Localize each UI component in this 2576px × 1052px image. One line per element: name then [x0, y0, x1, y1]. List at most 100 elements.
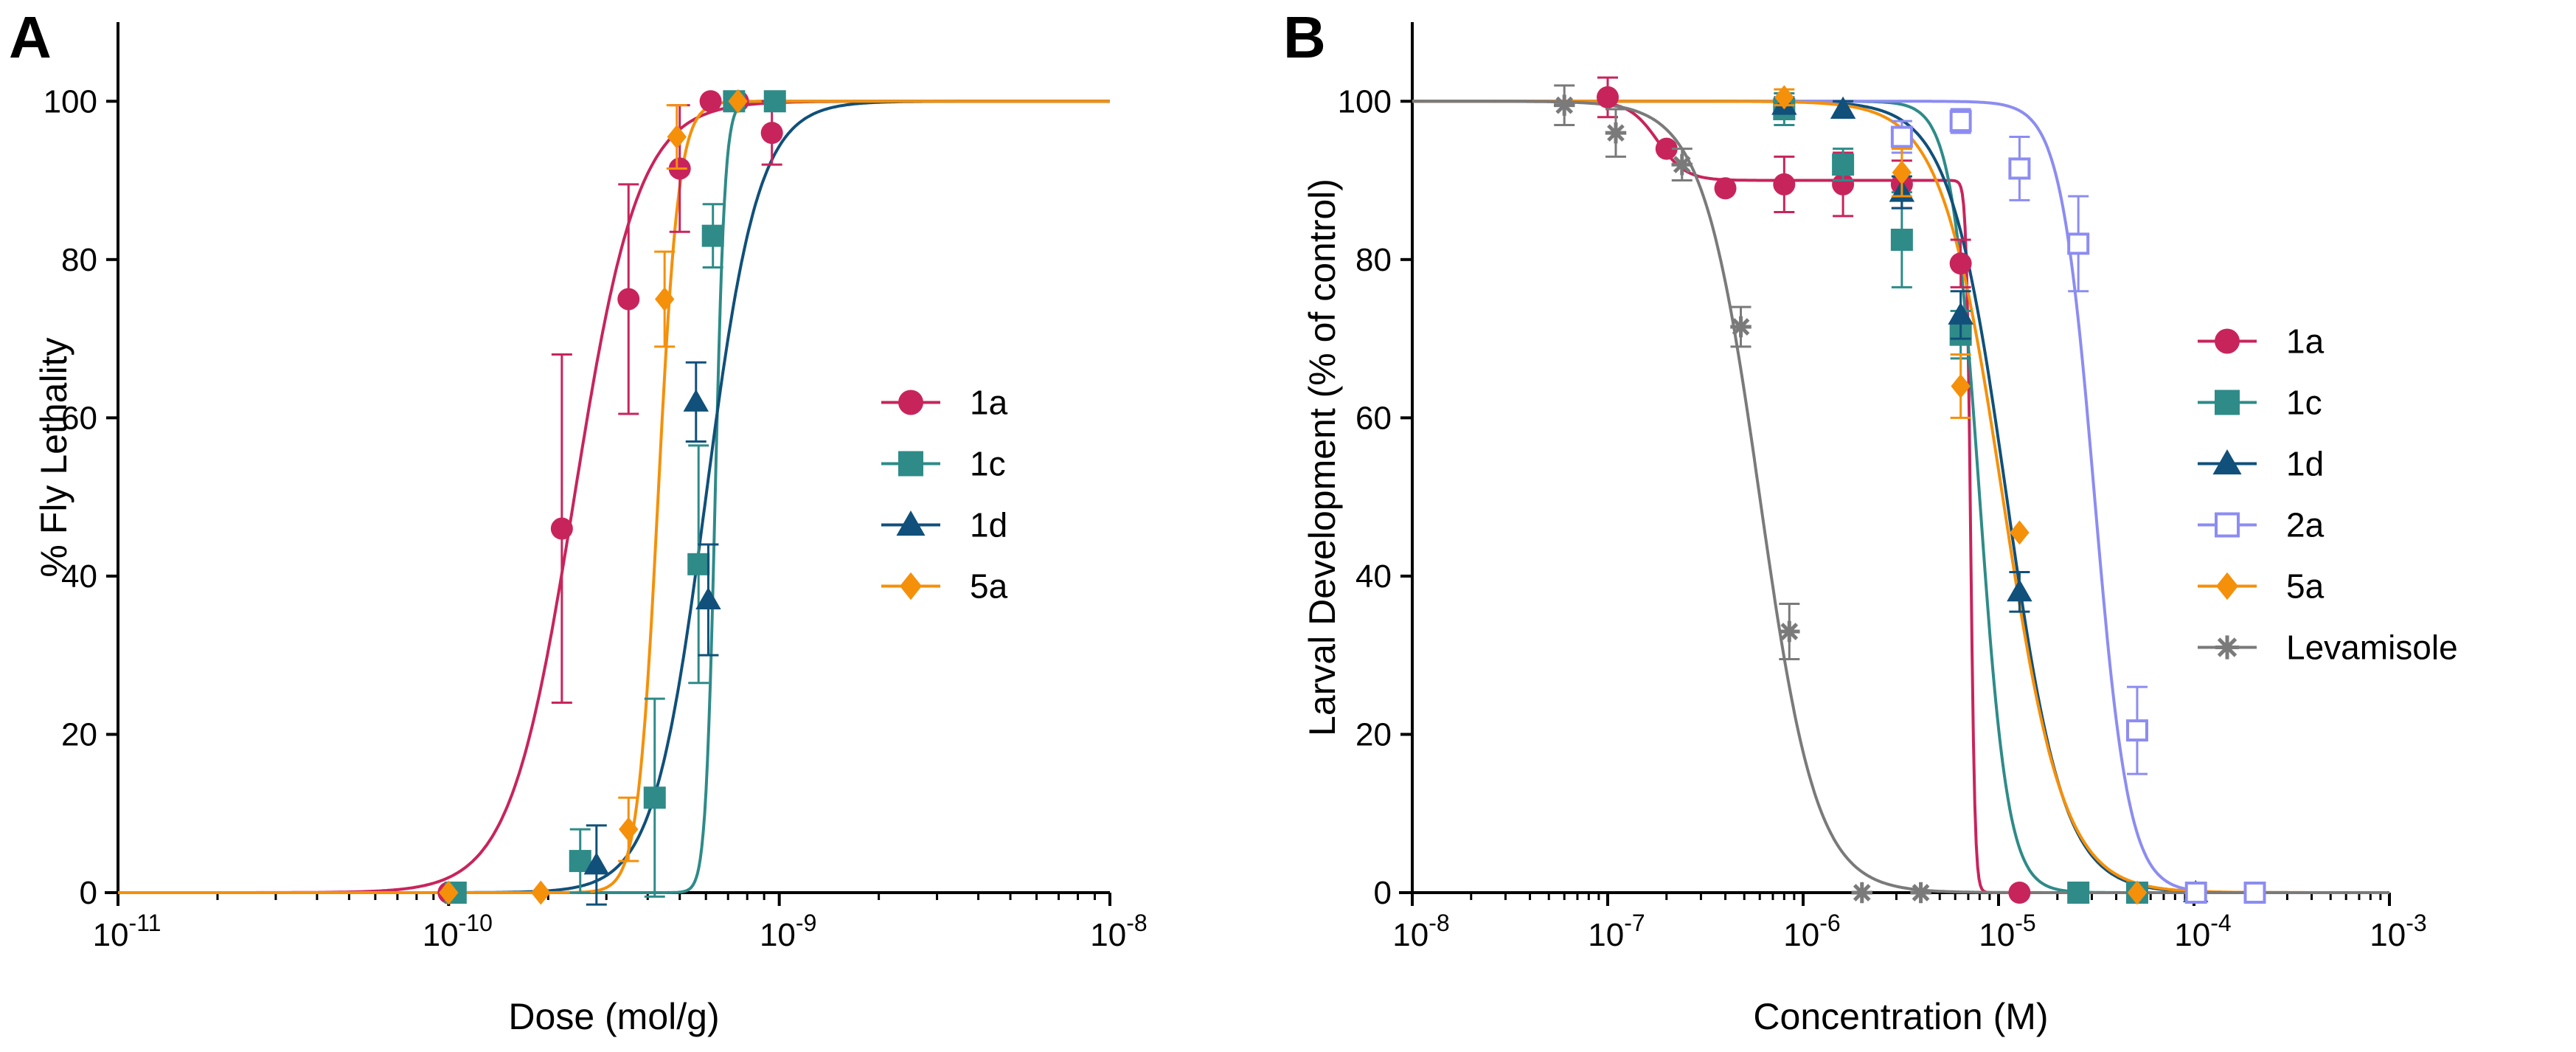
data-point-1c: [1832, 153, 1855, 176]
data-point-1a: [1714, 177, 1737, 200]
panel-b-letter: B: [1283, 4, 1326, 70]
data-point-1c: [1890, 229, 1913, 251]
data-point-Levamisole-stroke: [1912, 884, 1930, 902]
y-tick-label: 0: [1374, 875, 1392, 911]
x-tick-exponent: -8: [1126, 910, 1147, 936]
data-point-5a: [2127, 880, 2148, 905]
data-point-5a: [667, 125, 687, 150]
x-tick-label: 10-6: [1783, 910, 1840, 953]
x-tick-exponent: -8: [1428, 910, 1449, 936]
data-point-2a: [2067, 232, 2090, 255]
data-point-1d: [1830, 96, 1856, 119]
y-axis-title: Larval Development (% of control): [1302, 179, 1343, 736]
data-point-5a: [2010, 520, 2030, 545]
data-point-Levamisole-stroke: [1607, 124, 1625, 142]
data-point-2a: [2008, 157, 2031, 180]
legend-marker-1a: [898, 390, 923, 415]
x-tick-label: 10-4: [2174, 910, 2231, 953]
data-point-1a: [1949, 252, 1972, 275]
y-tick-label: 80: [61, 242, 97, 278]
legend-marker-5a: [2216, 572, 2238, 601]
y-tick-label: 60: [61, 400, 97, 436]
data-point-1a: [1773, 173, 1796, 195]
legend-label-5a: 5a: [970, 567, 1008, 606]
data-point-2a: [2184, 882, 2207, 904]
legend-marker-Levamisole-stroke: [2217, 637, 2237, 657]
panel-a: A 0 20 40 60 80 100 10-11 10-10 10-9 10-8 Dose (mo…: [9, 4, 1148, 1037]
y-tick-label: 100: [44, 83, 97, 120]
legend-marker-1d: [896, 510, 926, 536]
data-point-Levamisole-stroke: [1673, 156, 1691, 173]
data-point-1c: [763, 90, 786, 113]
x-axis-title: Concentration (M): [1753, 996, 2048, 1037]
data-point-Levamisole: [1553, 94, 1575, 116]
x-tick-exponent: -7: [1624, 910, 1645, 936]
data-point-1a: [617, 288, 640, 311]
legend-label-1a: 1a: [970, 384, 1008, 422]
y-tick-label: 80: [1355, 242, 1392, 278]
x-tick-label: 10-9: [760, 910, 816, 953]
data-point-1a: [699, 90, 722, 113]
data-point-Levamisole: [1779, 620, 1800, 643]
data-point-Levamisole: [1671, 153, 1693, 176]
data-point-1d: [695, 586, 721, 610]
data-point-1a: [1832, 173, 1855, 195]
y-tick-label: 40: [1355, 558, 1392, 595]
data-point-2a: [1949, 110, 1972, 133]
legend-marker-1c: [2215, 390, 2240, 415]
x-tick-label: 10-8: [1392, 910, 1449, 953]
y-tick-label: 40: [61, 558, 97, 595]
legend-marker-1d: [2212, 449, 2242, 475]
data-point-Levamisole-stroke: [1853, 884, 1871, 902]
data-point-1c: [2067, 882, 2090, 904]
x-tick-exponent: -11: [129, 910, 162, 936]
data-point-Levamisole: [1605, 122, 1627, 144]
x-tick-exponent: -6: [1819, 910, 1840, 936]
data-point-2a: [1890, 125, 1913, 148]
data-point-1d: [683, 389, 709, 412]
x-tick-label: 10-7: [1588, 910, 1645, 953]
fit-curve-1a: [118, 100, 1110, 894]
y-axis-title: % Fly Lethality: [33, 337, 74, 577]
data-point-Levamisole-stroke: [1780, 623, 1799, 640]
data-point-Levamisole: [1730, 316, 1752, 338]
x-axis-title: Dose (mol/g): [508, 996, 719, 1037]
data-point-1c: [701, 224, 724, 247]
x-tick-exponent: -9: [796, 910, 816, 936]
data-point-1a: [760, 122, 783, 145]
data-point-1d: [583, 852, 610, 875]
legend-label-1c: 1c: [2286, 384, 2322, 422]
fit-curve-1c: [118, 100, 1110, 894]
y-tick-label: 0: [80, 875, 97, 911]
data-point-1a: [1655, 137, 1678, 160]
x-tick-label: 10-10: [423, 910, 493, 953]
data-point-1a: [2008, 882, 2031, 904]
data-point-2a: [2243, 882, 2266, 904]
data-point-1a: [1597, 86, 1619, 108]
y-tick-label: 20: [61, 716, 97, 752]
legend: 1a 1c 1d 2a 5a Levamisole: [2198, 322, 2458, 667]
data-point-5a: [1892, 160, 1912, 185]
legend-marker-1c: [898, 451, 923, 477]
data-point-5a: [728, 89, 748, 114]
y-tick-label: 20: [1355, 716, 1392, 752]
legend-label-Levamisole: Levamisole: [2286, 629, 2458, 667]
data-point-Levamisole-stroke: [1555, 96, 1574, 114]
data-point-5a: [439, 880, 459, 905]
legend-label-1c: 1c: [970, 445, 1006, 483]
data-point-Levamisole: [1851, 882, 1873, 904]
data-point-2a: [2125, 719, 2148, 742]
x-tick-exponent: -4: [2210, 910, 2231, 936]
x-tick-label: 10-5: [1979, 910, 2035, 953]
x-tick-exponent: -10: [459, 910, 493, 936]
x-tick-label: 10-11: [93, 910, 162, 953]
data-point-5a: [619, 817, 639, 842]
data-point-1d: [2007, 579, 2032, 602]
legend-marker-5a: [900, 572, 922, 601]
legend-marker-1a: [2215, 328, 2240, 354]
data-point-1a: [550, 517, 573, 540]
fit-curve-5a: [118, 100, 1110, 894]
y-tick-label: 100: [1338, 83, 1392, 120]
data-point-1d: [1948, 302, 1973, 325]
